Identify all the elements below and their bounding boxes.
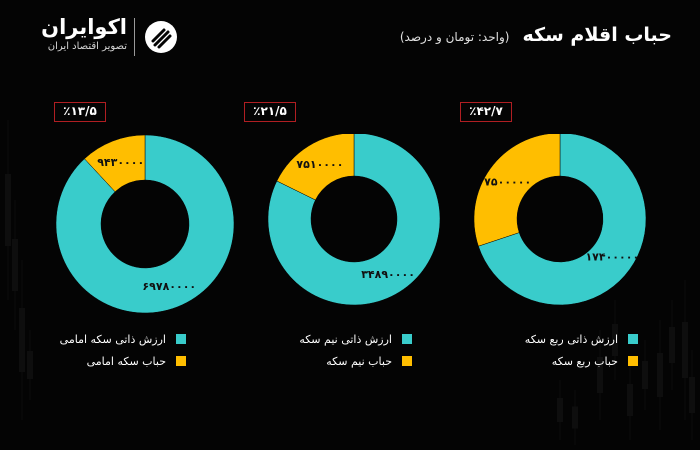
bubble-percent-badge-half: ٪۲۱/۵ <box>244 102 296 122</box>
legend-label: حباب نیم سکه <box>326 354 392 368</box>
data-label-bubble: ۷۵۱۰۰۰۰ <box>296 158 343 171</box>
logo-mark-icon <box>145 21 177 53</box>
legend-swatch-intrinsic <box>402 334 412 344</box>
donut-chart-half: ۳۴۸۹۰۰۰۰ ۷۵۱۰۰۰۰ <box>268 134 441 306</box>
background-candle-body <box>627 384 633 416</box>
background-candle-body <box>557 398 563 422</box>
legend-label: حباب ربع سکه <box>551 354 618 368</box>
legend-item-bubble-half: حباب نیم سکه <box>299 352 412 370</box>
background-candle-body <box>19 308 25 372</box>
legend-emami: ارزش ذاتی سکه امامی حباب سکه امامی <box>60 330 186 374</box>
background-candle-body <box>612 324 618 356</box>
background-candle-body <box>5 174 11 246</box>
chart-title: حباب اقلام سکه <box>522 24 672 46</box>
donut-slice-bubble <box>474 134 561 247</box>
legend-item-bubble-quarter: حباب ربع سکه <box>525 352 638 370</box>
data-label-intrinsic: ۱۷۴۰۰۰۰۰ <box>585 251 639 264</box>
legend-quarter: ارزش ذاتی ربع سکه حباب ربع سکه <box>525 330 638 374</box>
legend-swatch-bubble <box>176 356 186 366</box>
legend-item-intrinsic-emami: ارزش ذاتی سکه امامی <box>60 330 186 348</box>
donut-slice-intrinsic <box>478 134 647 306</box>
background-candle-body <box>682 322 688 378</box>
data-label-bubble: ۹۴۳۰۰۰۰ <box>97 156 144 169</box>
background-candle-body <box>669 327 675 363</box>
donut-chart-quarter: ۱۷۴۰۰۰۰۰ ۷۵۰۰۰۰۰ <box>474 134 647 306</box>
logo-tagline: تصویر اقتصاد ایران <box>47 41 127 52</box>
background-candle-body <box>27 351 33 379</box>
legend-swatch-bubble <box>402 356 412 366</box>
chart-subtitle: (واحد: تومان و درصد) <box>399 30 510 44</box>
donut-chart-emami: ۶۹۷۸۰۰۰۰ ۹۴۳۰۰۰۰ <box>55 134 235 314</box>
bubble-percent-badge-emami: ٪۱۳/۵ <box>54 102 106 122</box>
donut-slice-bubble <box>84 134 146 193</box>
bubble-percent-badge-quarter: ٪۴۲/۷ <box>460 102 512 122</box>
legend-item-intrinsic-quarter: ارزش ذاتی ربع سکه <box>525 330 638 348</box>
background-candle-body <box>689 377 695 413</box>
brand-logo: اکوایران تصویر اقتصاد ایران <box>22 14 177 62</box>
legend-swatch-intrinsic <box>628 334 638 344</box>
legend-label: حباب سکه امامی <box>86 354 166 368</box>
background-candle-body <box>572 406 578 429</box>
data-label-intrinsic: ۳۴۸۹۰۰۰۰ <box>361 268 415 281</box>
logo-name: اکوایران <box>41 15 127 39</box>
background-candle-body <box>12 239 18 291</box>
data-label-bubble: ۷۵۰۰۰۰۰ <box>484 175 531 188</box>
legend-swatch-bubble <box>628 356 638 366</box>
donut-slice-intrinsic <box>268 134 441 306</box>
legend-label: ارزش ذاتی ربع سکه <box>524 332 618 346</box>
legend-half: ارزش ذاتی نیم سکه حباب نیم سکه <box>299 330 412 374</box>
background-candle-body <box>597 357 603 393</box>
legend-item-bubble-emami: حباب سکه امامی <box>60 352 186 370</box>
background-candle-body <box>642 361 648 389</box>
background-candle-body <box>657 353 663 397</box>
legend-label: ارزش ذاتی نیم سکه <box>299 332 392 346</box>
data-label-intrinsic: ۶۹۷۸۰۰۰۰ <box>142 280 196 293</box>
chart-title-block: حباب اقلام سکه (واحد: تومان و درصد) <box>400 24 672 46</box>
logo-text: اکوایران تصویر اقتصاد ایران <box>22 14 127 54</box>
donut-slice-intrinsic <box>55 134 235 314</box>
legend-label: ارزش ذاتی سکه امامی <box>59 332 166 346</box>
legend-item-intrinsic-half: ارزش ذاتی نیم سکه <box>299 330 412 348</box>
legend-swatch-intrinsic <box>176 334 186 344</box>
logo-divider <box>134 18 135 56</box>
donut-slice-bubble <box>276 134 355 201</box>
